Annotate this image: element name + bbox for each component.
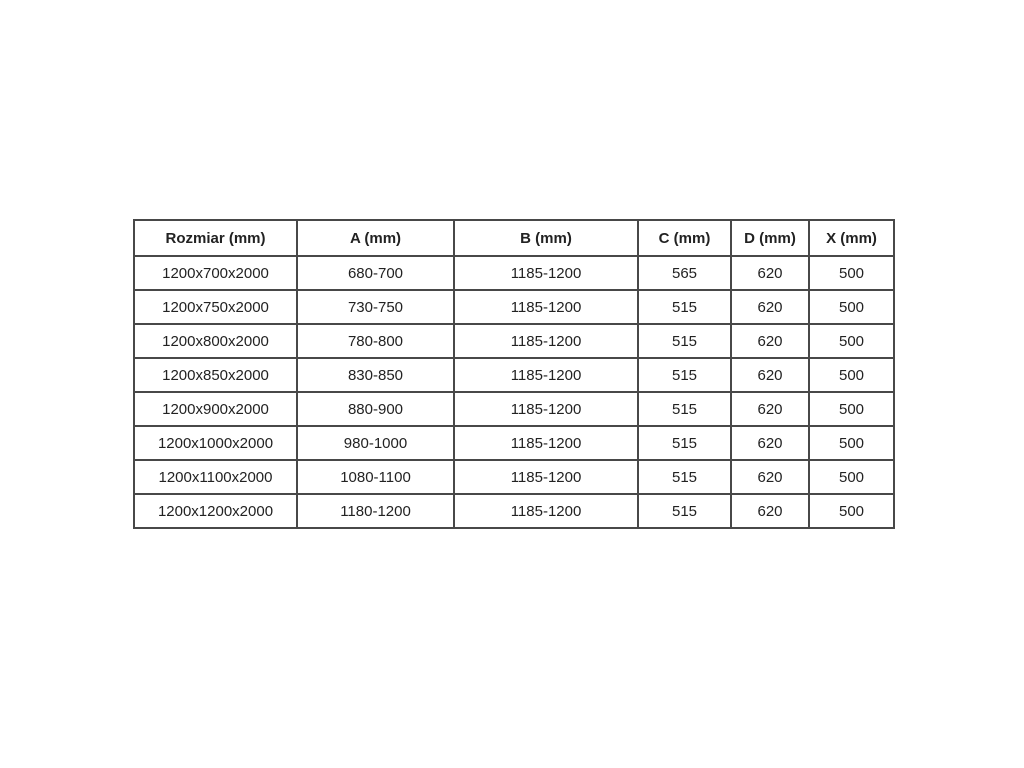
table-cell: 1185-1200 (453, 425, 639, 461)
table-cell: 780-800 (296, 323, 455, 359)
table-cell: 620 (730, 357, 810, 393)
table-cell: 565 (637, 255, 732, 291)
table-cell: 1185-1200 (453, 391, 639, 427)
table-cell: 880-900 (296, 391, 455, 427)
column-header-x: X (mm) (808, 219, 895, 257)
table-cell: 500 (808, 493, 895, 529)
table-row: 1200x700x2000 680-700 1185-1200 565 620 … (133, 255, 895, 291)
table-row: 1200x1000x2000 980-1000 1185-1200 515 62… (133, 425, 895, 461)
table-cell: 620 (730, 255, 810, 291)
table-row: 1200x850x2000 830-850 1185-1200 515 620 … (133, 357, 895, 393)
table-cell: 1200x900x2000 (133, 391, 298, 427)
column-header-c: C (mm) (637, 219, 732, 257)
table-cell: 500 (808, 357, 895, 393)
column-header-a: A (mm) (296, 219, 455, 257)
table-row: 1200x800x2000 780-800 1185-1200 515 620 … (133, 323, 895, 359)
column-header-b: B (mm) (453, 219, 639, 257)
table-cell: 1185-1200 (453, 289, 639, 325)
table-cell: 620 (730, 289, 810, 325)
table-cell: 730-750 (296, 289, 455, 325)
table-cell: 980-1000 (296, 425, 455, 461)
size-specification-table: Rozmiar (mm) A (mm) B (mm) C (mm) D (mm)… (133, 219, 895, 529)
table-cell: 1200x750x2000 (133, 289, 298, 325)
table-cell: 1185-1200 (453, 255, 639, 291)
table-cell: 1180-1200 (296, 493, 455, 529)
table-cell: 680-700 (296, 255, 455, 291)
table-cell: 620 (730, 459, 810, 495)
table-cell: 620 (730, 425, 810, 461)
table-cell: 1185-1200 (453, 323, 639, 359)
table-cell: 515 (637, 323, 732, 359)
table-cell: 515 (637, 357, 732, 393)
table-row: 1200x900x2000 880-900 1185-1200 515 620 … (133, 391, 895, 427)
table-row: 1200x1100x2000 1080-1100 1185-1200 515 6… (133, 459, 895, 495)
table-cell: 1200x800x2000 (133, 323, 298, 359)
table-cell: 620 (730, 391, 810, 427)
table-cell: 1185-1200 (453, 459, 639, 495)
table-cell: 500 (808, 289, 895, 325)
table-cell: 1200x1100x2000 (133, 459, 298, 495)
column-header-rozmiar: Rozmiar (mm) (133, 219, 298, 257)
table-cell: 620 (730, 493, 810, 529)
table-cell: 515 (637, 459, 732, 495)
table-cell: 1200x1000x2000 (133, 425, 298, 461)
table-cell: 500 (808, 255, 895, 291)
table-cell: 515 (637, 425, 732, 461)
table-cell: 515 (637, 289, 732, 325)
table-cell: 1185-1200 (453, 357, 639, 393)
table-cell: 1080-1100 (296, 459, 455, 495)
table-cell: 1200x1200x2000 (133, 493, 298, 529)
table-cell: 500 (808, 391, 895, 427)
table-cell: 500 (808, 425, 895, 461)
column-header-d: D (mm) (730, 219, 810, 257)
table-cell: 500 (808, 323, 895, 359)
table-header-row: Rozmiar (mm) A (mm) B (mm) C (mm) D (mm)… (133, 219, 895, 257)
table-row: 1200x750x2000 730-750 1185-1200 515 620 … (133, 289, 895, 325)
table-cell: 830-850 (296, 357, 455, 393)
table-cell: 1200x700x2000 (133, 255, 298, 291)
table-cell: 515 (637, 391, 732, 427)
table-cell: 500 (808, 459, 895, 495)
table-cell: 515 (637, 493, 732, 529)
table-cell: 1185-1200 (453, 493, 639, 529)
table-cell: 1200x850x2000 (133, 357, 298, 393)
table-row: 1200x1200x2000 1180-1200 1185-1200 515 6… (133, 493, 895, 529)
table-cell: 620 (730, 323, 810, 359)
